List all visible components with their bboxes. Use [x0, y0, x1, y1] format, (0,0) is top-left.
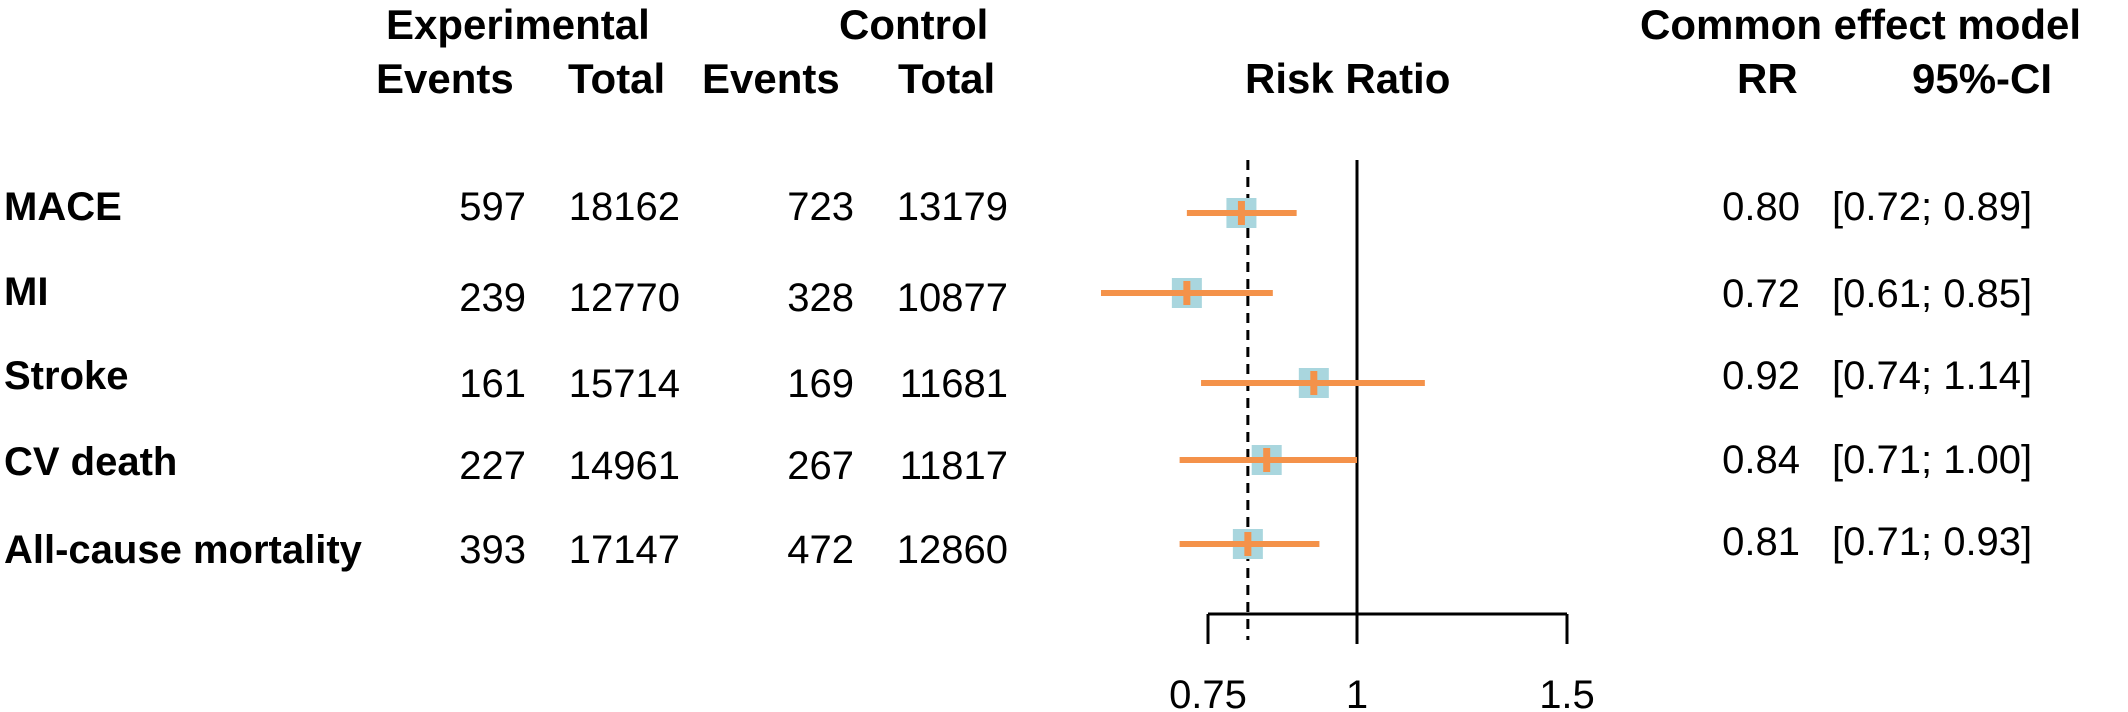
ctrl-events: 328: [787, 276, 854, 320]
ctrl-events: 169: [787, 362, 854, 406]
ctrl-total: 11681: [899, 362, 1008, 406]
ci-value: [0.71; 0.93]: [1832, 520, 2033, 564]
exp-total: 14961: [568, 444, 680, 488]
rr-value: 0.81: [1722, 520, 1800, 564]
row-label: MACE: [4, 185, 122, 229]
header-ctrl-events: Events: [702, 55, 840, 102]
exp-total: 18162: [568, 185, 680, 229]
row-label: CV death: [4, 440, 178, 484]
header-control: Control: [839, 1, 989, 48]
exp-total: 15714: [568, 362, 680, 406]
row-label: All-cause mortality: [4, 528, 362, 572]
exp-events: 239: [459, 276, 526, 320]
ctrl-total: 11817: [899, 444, 1008, 488]
ctrl-events: 723: [787, 185, 854, 229]
ctrl-total: 10877: [896, 276, 1008, 320]
x-tick-label: 1: [1346, 673, 1368, 712]
header-exp-events: Events: [376, 55, 514, 102]
row-label: Stroke: [4, 354, 129, 398]
ci-value: [0.71; 1.00]: [1832, 438, 2033, 482]
exp-total: 17147: [568, 528, 680, 572]
exp-events: 393: [459, 528, 526, 572]
header-ci: 95%-CI: [1912, 55, 2053, 102]
header-model: Common effect model: [1640, 1, 2082, 48]
row-label: MI: [4, 270, 49, 314]
ci-value: [0.61; 0.85]: [1832, 272, 2033, 316]
ctrl-events: 267: [787, 444, 854, 488]
header-ctrl-total: Total: [898, 55, 996, 102]
exp-events: 227: [459, 444, 526, 488]
x-tick-label: 1.5: [1539, 673, 1595, 712]
header-experimental: Experimental: [386, 1, 650, 48]
rr-value: 0.80: [1722, 185, 1800, 229]
ci-value: [0.72; 0.89]: [1832, 185, 2033, 229]
rr-value: 0.92: [1722, 354, 1800, 398]
exp-total: 12770: [568, 276, 680, 320]
ctrl-events: 472: [787, 528, 854, 572]
exp-events: 161: [459, 362, 526, 406]
header-exp-total: Total: [568, 55, 666, 102]
header-risk-ratio: Risk Ratio: [1245, 55, 1451, 102]
x-tick-label: 0.75: [1169, 673, 1247, 712]
ctrl-total: 13179: [896, 185, 1008, 229]
ctrl-total: 12860: [896, 528, 1008, 572]
rr-value: 0.72: [1722, 272, 1800, 316]
ci-value: [0.74; 1.14]: [1832, 354, 2033, 398]
exp-events: 597: [459, 185, 526, 229]
header-rr: RR: [1737, 55, 1798, 102]
rr-value: 0.84: [1722, 438, 1800, 482]
